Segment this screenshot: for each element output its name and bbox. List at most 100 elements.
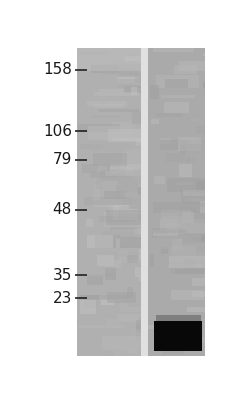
Bar — [82, 164, 97, 173]
Bar — [119, 193, 161, 199]
Bar — [112, 138, 154, 141]
Bar — [171, 290, 203, 300]
Bar — [116, 78, 144, 88]
Bar — [125, 54, 135, 58]
Bar — [89, 172, 130, 178]
Bar — [124, 168, 133, 176]
Bar — [92, 199, 121, 207]
Bar — [133, 103, 155, 117]
Bar — [99, 89, 123, 92]
Bar — [91, 65, 119, 73]
Bar — [90, 115, 120, 118]
Bar — [191, 138, 222, 150]
Bar — [99, 127, 137, 131]
Bar — [137, 229, 179, 234]
Bar — [150, 85, 159, 98]
Bar — [135, 260, 165, 274]
Bar — [137, 187, 175, 195]
Bar — [173, 263, 184, 268]
Bar — [183, 259, 221, 270]
Bar — [77, 48, 140, 71]
Bar — [156, 236, 200, 243]
Bar — [191, 292, 220, 297]
Bar — [180, 190, 216, 204]
Bar — [94, 92, 139, 96]
Bar — [170, 322, 192, 325]
Text: 106: 106 — [43, 124, 72, 139]
Bar — [104, 266, 115, 280]
Bar — [147, 48, 204, 356]
Bar — [118, 170, 152, 185]
Bar — [105, 170, 149, 176]
Bar — [100, 170, 117, 181]
Bar — [169, 262, 193, 274]
Bar — [80, 144, 102, 149]
Bar — [129, 56, 175, 61]
Bar — [118, 214, 160, 220]
Bar — [102, 336, 144, 350]
Bar — [115, 185, 141, 199]
Bar — [188, 151, 219, 164]
Bar — [153, 321, 201, 351]
Bar — [102, 64, 147, 75]
Bar — [137, 264, 146, 270]
Bar — [138, 317, 185, 322]
Bar — [135, 320, 141, 332]
Bar — [100, 151, 108, 156]
Bar — [119, 69, 139, 76]
Bar — [107, 164, 121, 170]
Bar — [195, 181, 227, 194]
Bar — [136, 138, 174, 146]
Bar — [116, 238, 120, 248]
Bar — [140, 48, 147, 356]
Bar — [102, 354, 114, 370]
Bar — [165, 79, 187, 88]
Bar — [163, 102, 188, 113]
Bar — [86, 235, 112, 248]
Bar — [79, 299, 96, 314]
Bar — [81, 295, 128, 300]
Bar — [99, 216, 134, 222]
Bar — [106, 356, 155, 358]
Bar — [132, 128, 151, 137]
Bar — [187, 302, 227, 307]
Bar — [87, 126, 135, 140]
Bar — [118, 251, 128, 263]
Bar — [120, 302, 161, 312]
Bar — [93, 104, 123, 108]
Bar — [92, 153, 126, 166]
Bar — [179, 144, 217, 154]
Bar — [96, 246, 103, 249]
Bar — [84, 298, 99, 308]
Bar — [152, 230, 178, 236]
Bar — [134, 268, 168, 277]
Bar — [195, 246, 224, 260]
Bar — [110, 60, 122, 67]
Bar — [96, 177, 101, 189]
Bar — [186, 307, 227, 312]
Bar — [92, 185, 100, 200]
Bar — [96, 255, 113, 266]
Bar — [118, 206, 137, 218]
Bar — [114, 350, 159, 358]
Bar — [194, 336, 217, 342]
Bar — [179, 260, 194, 271]
Text: 79: 79 — [52, 152, 72, 167]
Bar — [87, 276, 102, 285]
Bar — [202, 82, 227, 88]
Bar — [101, 172, 146, 177]
Bar — [159, 138, 170, 144]
Bar — [159, 219, 176, 230]
Bar — [96, 164, 146, 170]
Bar — [113, 205, 138, 220]
Bar — [181, 212, 194, 223]
Bar — [107, 129, 157, 142]
Bar — [86, 219, 92, 228]
Bar — [164, 153, 185, 162]
Bar — [199, 200, 224, 214]
Bar — [82, 274, 116, 276]
Bar — [174, 182, 193, 185]
Bar — [101, 232, 133, 242]
Bar — [155, 113, 182, 116]
Bar — [99, 109, 138, 112]
